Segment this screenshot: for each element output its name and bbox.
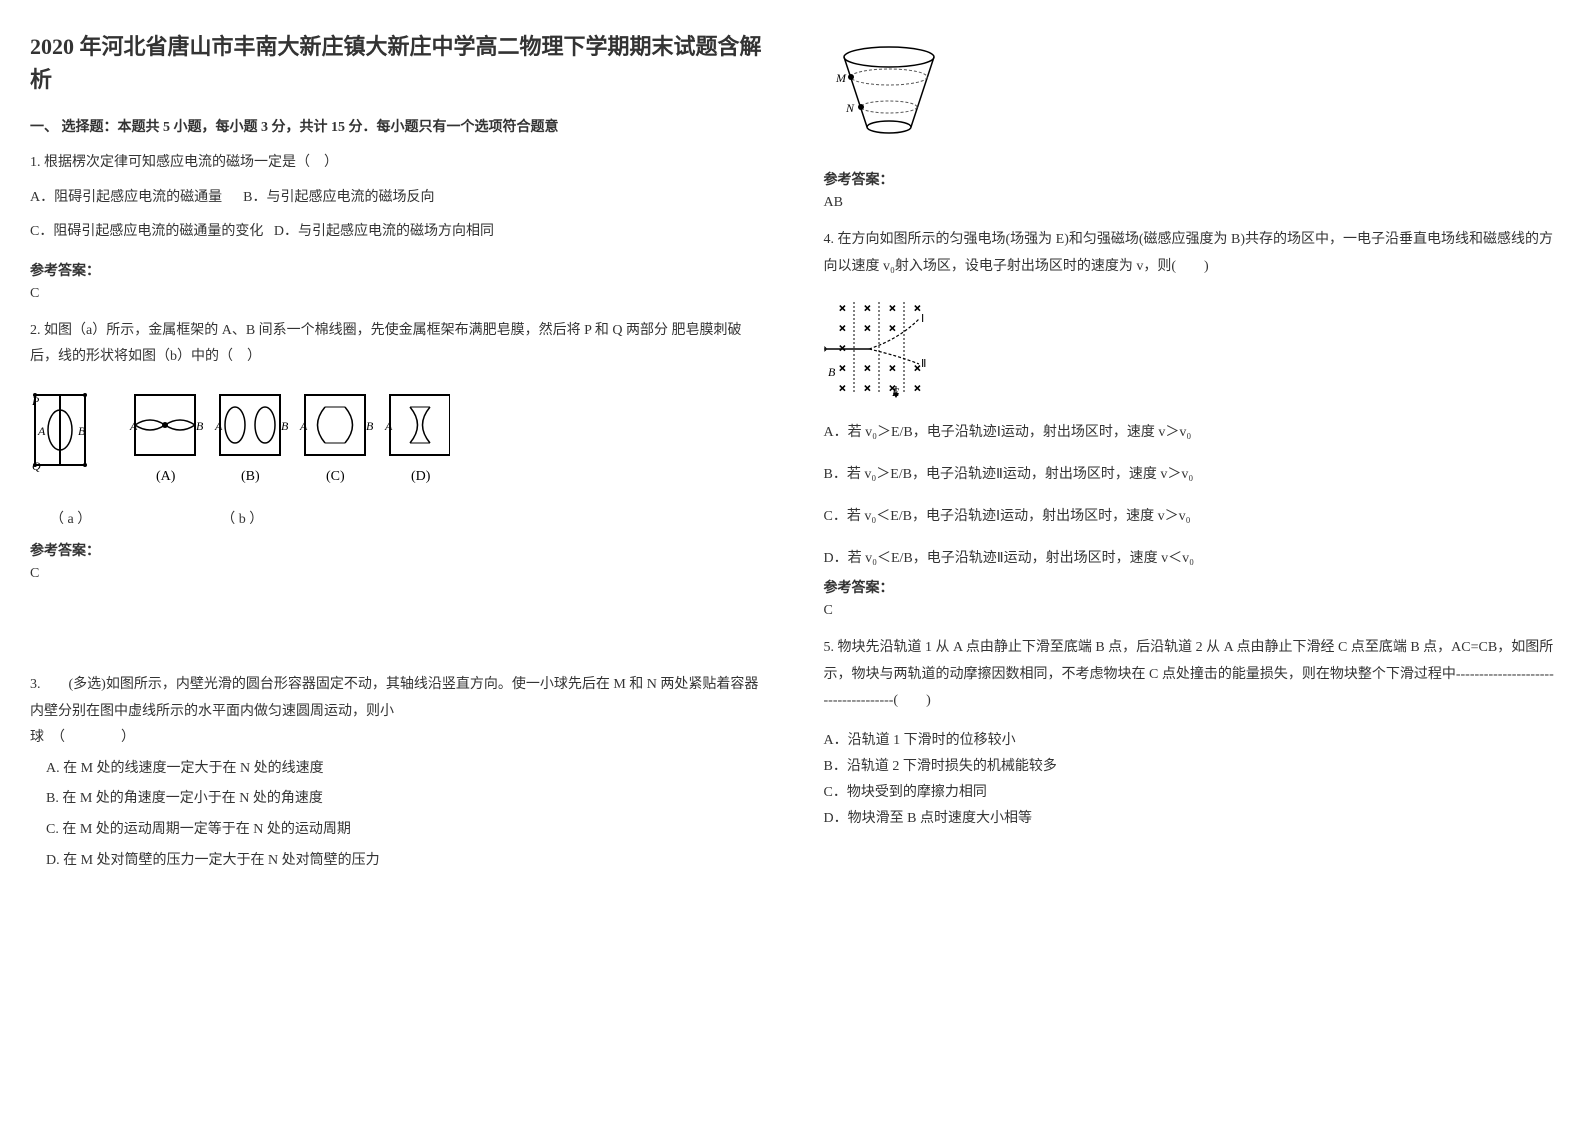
svg-text:×: × [839,361,846,375]
svg-text:B: B [78,424,86,438]
q3-opt-a: A. 在 M 处的线速度一定大于在 N 处的线速度 [46,756,764,783]
question-2: 2. 如图（a）所示，金属框架的 A、B 间系一个棉线圈，先使金属框架布满肥皂膜… [30,318,764,371]
q3-text2: 球 （ ） [30,725,764,752]
svg-text:A: A [384,419,393,433]
cone-diagram: M N [824,42,954,152]
q5-opt-b: B．沿轨道 2 下滑时损失的机械能较多 [824,755,1558,775]
document-title: 2020 年河北省唐山市丰南大新庄镇大新庄中学高二物理下学期期末试题含解析 [30,30,764,96]
q1-text: 1. 根据楞次定律可知感应电流的磁场一定是（ ） [30,150,764,177]
svg-text:A: A [299,419,308,433]
q4-figure: ×××× ××× × ×××× ×××× Ⅰ Ⅱ [824,294,1558,409]
svg-text:×: × [839,321,846,335]
svg-text:×: × [889,321,896,335]
q3-figure: M N [824,42,1558,157]
q3-opt-d: D. 在 M 处对筒壁的压力一定大于在 N 处对筒壁的压力 [46,848,764,875]
svg-text:B: B [281,419,289,433]
q3-opt-c: C. 在 M 处的运动周期一定等于在 N 处的运动周期 [46,817,764,844]
svg-text:×: × [864,301,871,315]
q1-opt-c: C．阻碍引起感应电流的磁通量的变化 [30,224,263,239]
q3-text: 3. (多选)如图所示，内壁光滑的圆台形容器固定不动，其轴线沿竖直方向。使一小球… [30,672,764,725]
q2-cap-a: （ a ） [50,508,91,528]
q4-opt-b: B．若 v₀＞E/B，电子沿轨迹Ⅱ运动，射出场区时，速度 v＞v₀ [824,463,1558,483]
svg-text:Ⅰ: Ⅰ [921,313,924,325]
svg-text:×: × [864,361,871,375]
svg-text:A: A [37,424,46,438]
q5-opt-a: A．沿轨道 1 下滑时的位移较小 [824,729,1558,749]
q1-opt-b: B．与引起感应电流的磁场反向 [243,190,434,205]
svg-text:B: B [828,365,836,379]
svg-text:B: B [366,419,374,433]
svg-text:B: B [196,419,204,433]
q1-answer: C [30,286,764,302]
svg-text:×: × [864,321,871,335]
svg-text:(C): (C) [326,469,345,484]
svg-text:N: N [845,101,855,115]
svg-text:×: × [839,301,846,315]
q4-answer: C [824,603,1558,619]
q2-text: 2. 如图（a）所示，金属框架的 A、B 间系一个棉线圈，先使金属框架布满肥皂膜… [30,318,764,371]
q2-answer-label: 参考答案： [30,540,764,560]
svg-text:(B): (B) [241,469,260,484]
q4-answer-label: 参考答案： [824,577,1558,597]
svg-text:M: M [835,71,847,85]
q2-figure: P A B Q A B (A) [30,385,764,528]
q1-options: A．阻碍引起感应电流的磁通量 B．与引起感应电流的磁场反向 [30,185,764,212]
page-container: 2020 年河北省唐山市丰南大新庄镇大新庄中学高二物理下学期期末试题含解析 一、… [30,30,1557,888]
q5-opt-d: D．物块滑至 B 点时速度大小相等 [824,807,1558,827]
svg-text:×: × [914,301,921,315]
svg-text:×: × [914,381,921,395]
q4-opt-d: D．若 v₀＜E/B，电子沿轨迹Ⅱ运动，射出场区时，速度 v＜v₀ [824,547,1558,567]
q3-answer-label: 参考答案： [824,169,1558,189]
svg-text:×: × [889,361,896,375]
left-column: 2020 年河北省唐山市丰南大新庄镇大新庄中学高二物理下学期期末试题含解析 一、… [30,30,764,888]
question-4: 4. 在方向如图所示的匀强电场(场强为 E)和匀强磁场(磁感应强度为 B)共存的… [824,227,1558,280]
q2-cap-b: （ b ） [221,508,263,528]
q2-caption-row: （ a ） （ b ） [50,508,764,528]
svg-text:×: × [889,301,896,315]
svg-text:Ⅱ: Ⅱ [921,358,926,370]
q1-options-2: C．阻碍引起感应电流的磁通量的变化 D．与引起感应电流的磁场方向相同 [30,219,764,246]
q3-opt-b: B. 在 M 处的角速度一定小于在 N 处的角速度 [46,786,764,813]
q1-answer-label: 参考答案： [30,260,764,280]
svg-text:×: × [864,381,871,395]
question-1: 1. 根据楞次定律可知感应电流的磁场一定是（ ） A．阻碍引起感应电流的磁通量 … [30,150,764,246]
question-3: 3. (多选)如图所示，内壁光滑的圆台形容器固定不动，其轴线沿竖直方向。使一小球… [30,672,764,874]
question-5: 5. 物块先沿轨道 1 从 A 点由静止下滑至底端 B 点，后沿轨道 2 从 A… [824,635,1558,715]
q4-opt-a: A．若 v₀＞E/B，电子沿轨迹Ⅰ运动，射出场区时，速度 v＞v₀ [824,421,1558,441]
q5-opt-c: C．物块受到的摩擦力相同 [824,781,1558,801]
q4-opt-c: C．若 v₀＜E/B，电子沿轨迹Ⅰ运动，射出场区时，速度 v＞v₀ [824,505,1558,525]
svg-text:(A): (A) [156,469,176,484]
right-column: M N 参考答案： AB 4. 在方向如图所示的匀强电场(场强为 E)和匀强磁场… [824,30,1558,888]
svg-text:(D): (D) [411,469,431,484]
q5-text: 5. 物块先沿轨道 1 从 A 点由静止下滑至底端 B 点，后沿轨道 2 从 A… [824,635,1558,715]
q1-opt-a: A．阻碍引起感应电流的磁通量 [30,190,222,205]
q3-answer: AB [824,195,1558,211]
svg-text:×: × [839,341,846,355]
svg-text:A: A [214,419,223,433]
q2-answer: C [30,566,764,582]
field-diagram: ×××× ××× × ×××× ×××× Ⅰ Ⅱ [824,294,954,404]
q1-opt-d: D．与引起感应电流的磁场方向相同 [274,224,494,239]
soap-film-diagram: P A B Q A B (A) [30,385,450,495]
q4-text: 4. 在方向如图所示的匀强电场(场强为 E)和匀强磁场(磁感应强度为 B)共存的… [824,227,1558,280]
svg-text:×: × [839,381,846,395]
section-1-header: 一、 选择题：本题共 5 小题，每小题 3 分，共计 15 分．每小题只有一个选… [30,116,764,136]
